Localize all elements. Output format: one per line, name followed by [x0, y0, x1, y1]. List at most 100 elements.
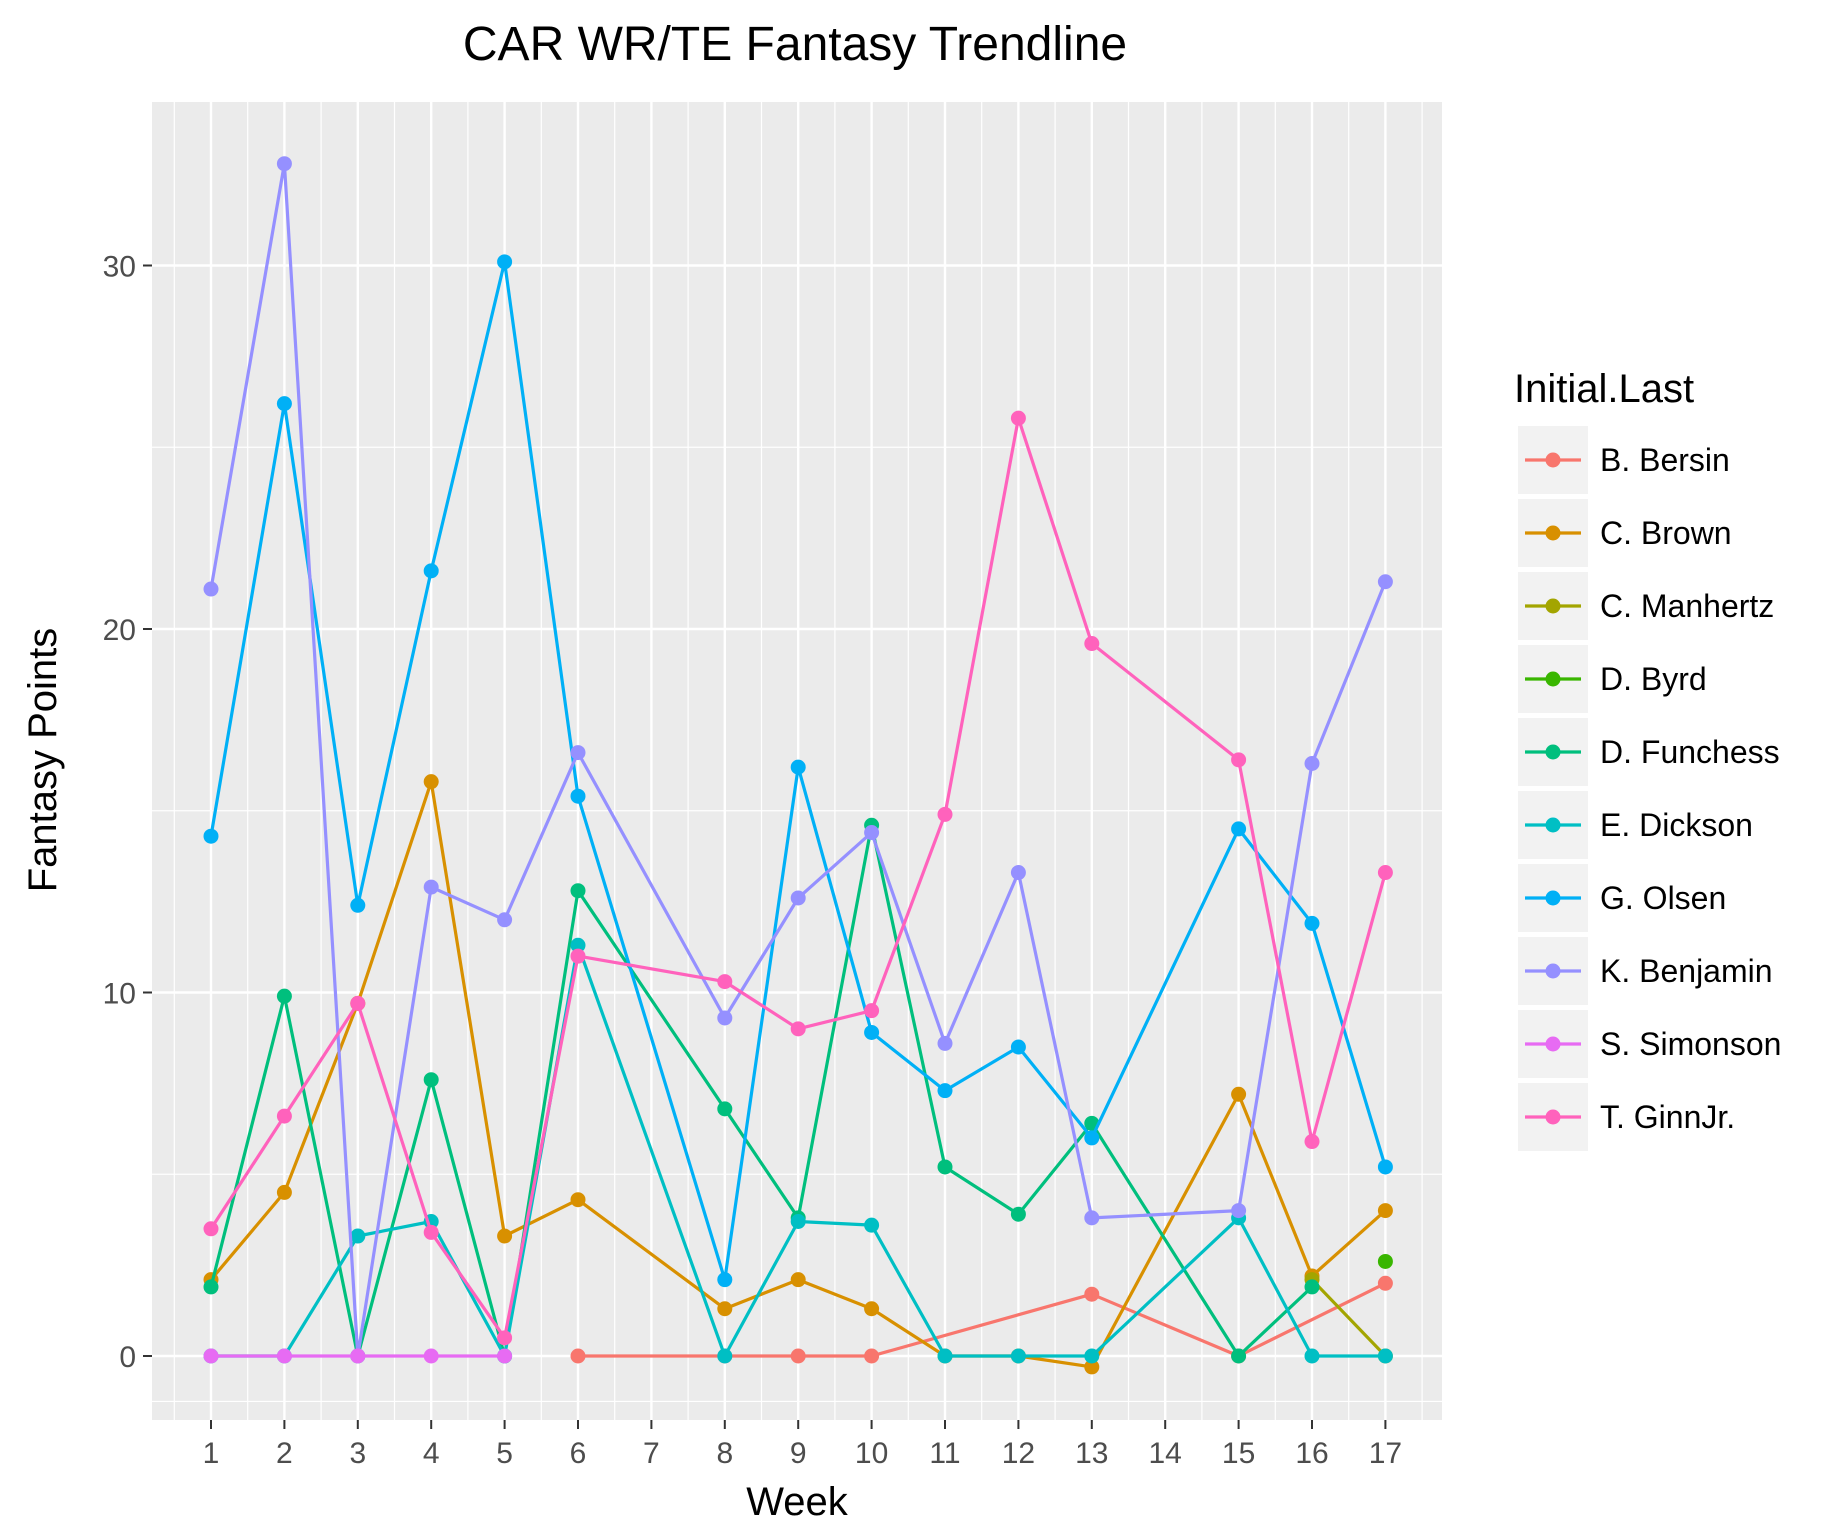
chart-title: CAR WR/TE Fantasy Trendline	[463, 18, 1127, 71]
data-point	[937, 1348, 953, 1364]
data-point	[1010, 1348, 1026, 1364]
data-point	[937, 1159, 953, 1175]
data-point	[423, 563, 439, 579]
data-point	[864, 1301, 880, 1317]
series-s-simonson	[203, 1348, 513, 1364]
y-tick-label: 0	[119, 1341, 136, 1374]
x-tick-label: 1	[203, 1437, 220, 1470]
data-point	[570, 1348, 586, 1364]
data-point	[1377, 574, 1393, 590]
data-point	[423, 774, 439, 790]
data-point	[1377, 1159, 1393, 1175]
data-point	[864, 1024, 880, 1040]
data-point	[1377, 1348, 1393, 1364]
y-axis: 0 10 20 30	[103, 251, 152, 1374]
x-axis: 1 2 3 4 5 6 7 8 9 10 11 12 13 14 15 16 17	[203, 1420, 1402, 1470]
data-point	[276, 156, 292, 172]
data-point	[350, 1228, 366, 1244]
data-point	[276, 988, 292, 1004]
data-point	[1304, 1134, 1320, 1150]
x-tick-label: 10	[855, 1437, 888, 1470]
data-point	[570, 948, 586, 964]
data-point	[790, 1214, 806, 1230]
data-point	[1377, 1275, 1393, 1291]
data-point	[717, 1301, 733, 1317]
series-d-byrd	[1377, 1253, 1393, 1269]
data-point	[276, 1348, 292, 1364]
legend-key-point	[1545, 817, 1561, 833]
data-point	[350, 995, 366, 1011]
legend-key-point	[1545, 890, 1561, 906]
data-point	[717, 1010, 733, 1026]
data-point	[1084, 1348, 1100, 1364]
data-point	[203, 1348, 219, 1364]
data-point	[1304, 915, 1320, 931]
data-point	[864, 1348, 880, 1364]
data-point	[1010, 1039, 1026, 1055]
data-point	[1231, 821, 1247, 837]
series-k-benjamin	[203, 156, 1393, 1364]
data-point	[1231, 1203, 1247, 1219]
data-point	[203, 1279, 219, 1295]
data-point	[1084, 636, 1100, 652]
data-point	[1010, 1206, 1026, 1222]
x-tick-label: 12	[1002, 1437, 1035, 1470]
y-axis-label: Fantasy Points	[21, 628, 65, 893]
data-point	[1304, 1279, 1320, 1295]
legend-label: C. Brown	[1600, 515, 1732, 551]
series-line	[209, 823, 1314, 1358]
data-point	[423, 879, 439, 895]
data-point	[1377, 865, 1393, 881]
series-t-ginnjr	[203, 410, 1393, 1346]
data-point	[497, 254, 513, 270]
legend: Initial.Last B. Bersin C. Brown C. Manhert…	[1514, 367, 1781, 1151]
data-point	[864, 1217, 880, 1233]
data-point	[790, 1348, 806, 1364]
data-point	[864, 1003, 880, 1019]
legend-key-point	[1545, 598, 1561, 614]
legend-label: B. Bersin	[1600, 442, 1730, 478]
data-point	[937, 806, 953, 822]
data-point	[276, 396, 292, 412]
data-point	[790, 759, 806, 775]
data-point	[1010, 865, 1026, 881]
data-point	[1377, 1203, 1393, 1219]
data-point	[1010, 410, 1026, 426]
legend-label: S. Simonson	[1600, 1026, 1781, 1062]
x-tick-label: 8	[716, 1437, 733, 1470]
data-point	[497, 1330, 513, 1346]
x-tick-label: 4	[423, 1437, 440, 1470]
data-point	[276, 1108, 292, 1124]
data-point	[570, 1192, 586, 1208]
data-point	[570, 788, 586, 804]
data-point	[1304, 1348, 1320, 1364]
x-tick-label: 2	[276, 1437, 293, 1470]
data-point	[937, 1035, 953, 1051]
grid-major	[152, 102, 1442, 1420]
y-tick-label: 10	[103, 978, 136, 1011]
legend-label: K. Benjamin	[1600, 953, 1773, 989]
data-point	[1084, 1286, 1100, 1302]
data-point	[203, 828, 219, 844]
series-g-olsen	[203, 254, 1393, 1288]
data-point	[1084, 1210, 1100, 1226]
data-point	[1084, 1359, 1100, 1375]
x-tick-label: 16	[1295, 1437, 1328, 1470]
x-tick-label: 13	[1075, 1437, 1108, 1470]
legend-label: D. Byrd	[1600, 661, 1707, 697]
data-point	[717, 1101, 733, 1117]
data-point	[570, 937, 586, 953]
data-point	[203, 581, 219, 597]
data-point	[1304, 755, 1320, 771]
legend-key-point	[1545, 744, 1561, 760]
x-tick-label: 3	[349, 1437, 366, 1470]
data-point	[350, 897, 366, 913]
series-line	[1310, 1278, 1387, 1358]
data-point	[423, 1348, 439, 1364]
data-point	[570, 883, 586, 899]
data-point	[570, 745, 586, 761]
data-point	[937, 1083, 953, 1099]
data-point	[497, 912, 513, 928]
data-point	[717, 1272, 733, 1288]
